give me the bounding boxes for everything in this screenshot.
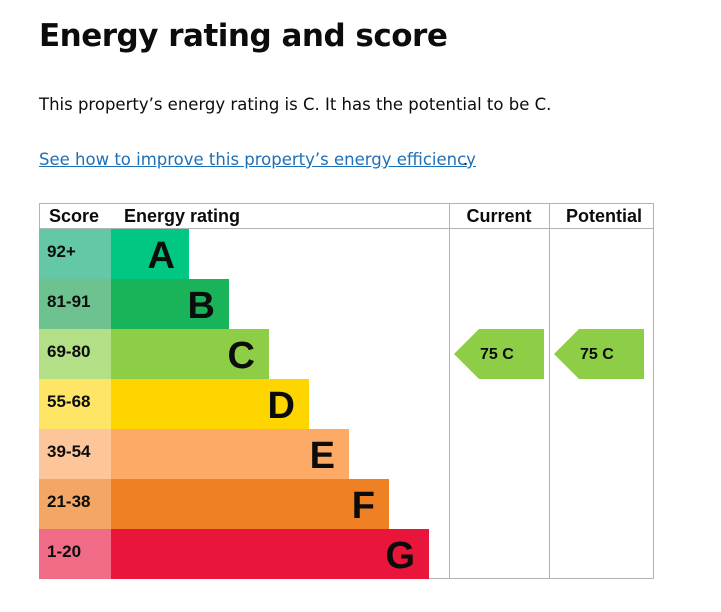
band-d: 55-68 D: [39, 379, 309, 429]
rating-bar-d: [111, 379, 309, 429]
current-column-header: Current: [466, 206, 531, 226]
band-b: 81-91 B: [39, 279, 229, 329]
score-cell-f: [39, 479, 111, 529]
rating-letter-g: G: [385, 535, 415, 577]
potential-column-header: Potential: [566, 206, 642, 226]
score-cell-g: [39, 529, 111, 579]
rating-bar-c: [111, 329, 269, 379]
score-range-b: 81-91: [47, 292, 90, 311]
score-range-e: 39-54: [47, 442, 91, 461]
score-cell-e: [39, 429, 111, 479]
score-cell-b: [39, 279, 111, 329]
rating-letter-e: E: [310, 435, 335, 477]
page-title: Energy rating and score: [39, 18, 448, 54]
score-range-d: 55-68: [47, 392, 90, 411]
band-a: 92+ A: [39, 229, 189, 279]
rating-bands: 92+ A 81-91 B 69-80 C 55-68 D 39-54 E 21-38 F 1-20 G: [39, 229, 429, 579]
column-headers: Score Energy rating Current Potential: [49, 206, 642, 226]
rating-letter-d: D: [268, 385, 295, 427]
rating-bar-a: [111, 229, 189, 279]
rating-bar-g: [111, 529, 429, 579]
rating-column-header: Energy rating: [124, 206, 240, 226]
rating-bar-b: [111, 279, 229, 329]
band-g: 1-20 G: [39, 529, 429, 579]
band-e: 39-54 E: [39, 429, 349, 479]
potential-rating-indicator: 75 C: [554, 329, 644, 379]
score-cell-d: [39, 379, 111, 429]
rating-letter-c: C: [228, 335, 255, 377]
potential-rating-indicator-arrow: [554, 329, 644, 379]
rating-summary: This property’s energy rating is C. It h…: [39, 95, 552, 114]
score-range-a: 92+: [47, 242, 76, 261]
rating-letter-f: F: [352, 485, 375, 527]
link-period: .: [463, 150, 469, 169]
score-range-f: 21-38: [47, 492, 90, 511]
band-c: 69-80 C: [39, 329, 269, 379]
score-cell-c: [39, 329, 111, 379]
potential-rating-indicator-label: 75 C: [580, 346, 614, 363]
rating-bar-e: [111, 429, 349, 479]
current-rating-indicator-arrow: [454, 329, 544, 379]
current-rating-indicator-label: 75 C: [480, 346, 514, 363]
improve-efficiency-link[interactable]: See how to improve this property’s energ…: [39, 150, 476, 169]
current-rating-indicator: 75 C: [454, 329, 544, 379]
score-cell-a: [39, 229, 111, 279]
score-range-g: 1-20: [47, 542, 81, 561]
rating-bar-f: [111, 479, 389, 529]
rating-letter-b: B: [188, 285, 215, 327]
rating-letter-a: A: [148, 235, 175, 277]
rating-indicators: 75 C 75 C: [454, 329, 644, 379]
band-f: 21-38 F: [39, 479, 389, 529]
score-range-c: 69-80: [47, 342, 90, 361]
score-column-header: Score: [49, 206, 99, 226]
